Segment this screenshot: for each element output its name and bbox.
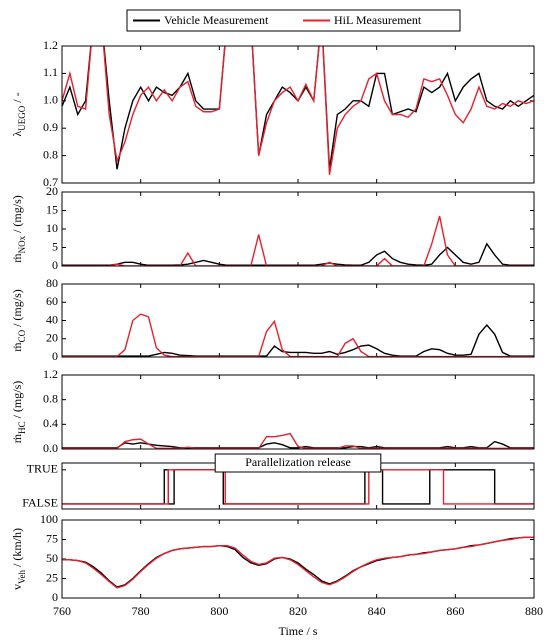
- y-tick-label: 1.1: [43, 65, 58, 79]
- y-axis-label: λUEGO / -: [10, 92, 27, 136]
- y-tick-label: 0.8: [43, 391, 58, 405]
- y-label-rest: / -: [10, 92, 24, 105]
- x-tick-label: 820: [289, 604, 307, 618]
- y-axis-label: ṁNOx / (mg/s): [10, 195, 27, 263]
- x-axis-label: Time / s: [279, 624, 318, 638]
- x-tick-label: 780: [132, 604, 150, 618]
- y-tick-label: 20: [46, 331, 58, 345]
- y-axis-label: vVeh / (km/h): [10, 528, 27, 590]
- series-line: [62, 313, 534, 357]
- y-tick-label: 100: [40, 512, 58, 526]
- x-tick-label: 880: [525, 604, 543, 618]
- y-tick-label: 0.8: [43, 147, 58, 161]
- y-tick-label: 20: [46, 184, 58, 198]
- y-tick-label: 0.0: [43, 441, 58, 455]
- series-line: [62, 46, 534, 175]
- y-tick-label: 0: [52, 590, 58, 604]
- y-label-main: ṁ: [10, 433, 24, 443]
- x-tick-label: 800: [210, 604, 228, 618]
- y-tick-label: 0: [52, 349, 58, 363]
- panel-title: Parallelization release: [245, 455, 351, 469]
- series-line: [62, 215, 534, 266]
- series-line: [62, 242, 534, 266]
- y-tick-label: 80: [46, 276, 58, 290]
- y-label-sub: NOx: [17, 235, 27, 253]
- legend-label: Vehicle Measurement: [164, 13, 269, 27]
- y-tick-label: 15: [46, 202, 58, 216]
- x-tick-label: 840: [368, 604, 386, 618]
- y-label-sub: HC: [17, 421, 27, 434]
- y-label-rest: / (mg/s): [10, 381, 24, 422]
- plot-frame: [61, 191, 535, 267]
- y-label-main: ṁ: [10, 342, 24, 352]
- legend-label: HiL Measurement: [334, 13, 422, 27]
- y-tick-label: 60: [46, 294, 58, 308]
- y-tick-label: 1.2: [43, 38, 58, 52]
- series-line: [62, 536, 534, 589]
- y-label-sub: Veh: [17, 570, 27, 584]
- plot-frame: [61, 283, 535, 358]
- y-axis-label: ṁHC / (mg/s): [10, 381, 27, 444]
- plot-frame: [61, 374, 535, 450]
- y-tick-label: 0.9: [43, 120, 58, 134]
- series-line: [62, 46, 534, 170]
- y-tick-label: 10: [46, 221, 58, 235]
- y-label-main: λ: [10, 131, 24, 137]
- x-tick-label: 760: [53, 604, 71, 618]
- y-tick-label: 0.7: [43, 175, 58, 189]
- title-box: [214, 453, 382, 473]
- y-tick-label: 1.2: [43, 367, 58, 381]
- y-label-rest: / (mg/s): [10, 289, 24, 330]
- plot-frame: [61, 519, 535, 599]
- y-label-main: ṁ: [10, 253, 24, 263]
- y-label-sub: CO: [17, 329, 27, 342]
- legend-box: [126, 9, 461, 32]
- panel-title-box: Parallelization release: [214, 453, 382, 473]
- y-label-rest: / (mg/s): [10, 195, 24, 236]
- y-tick-label: 75: [46, 531, 58, 545]
- y-tick-label: 0.4: [43, 416, 58, 430]
- y-tick-label: 40: [46, 312, 58, 326]
- y-tick-label: 5: [52, 239, 58, 253]
- y-label-main: v: [10, 584, 24, 590]
- y-tick-label: FALSE: [22, 496, 58, 510]
- series-line: [62, 323, 534, 357]
- plot-frame: [61, 45, 535, 184]
- y-tick-label: 1.0: [43, 93, 58, 107]
- series-line: [62, 432, 534, 449]
- y-tick-label: TRUE: [27, 462, 58, 476]
- y-tick-label: 50: [46, 551, 58, 565]
- y-axis-label: ṁCO / (mg/s): [10, 289, 27, 352]
- x-tick-label: 860: [446, 604, 464, 618]
- series-line: [62, 469, 534, 505]
- y-tick-label: 0: [52, 258, 58, 272]
- y-label-rest: / (km/h): [10, 528, 24, 570]
- series-line: [62, 469, 534, 505]
- y-label-sub: UEGO: [17, 105, 27, 130]
- y-tick-label: 25: [46, 570, 58, 584]
